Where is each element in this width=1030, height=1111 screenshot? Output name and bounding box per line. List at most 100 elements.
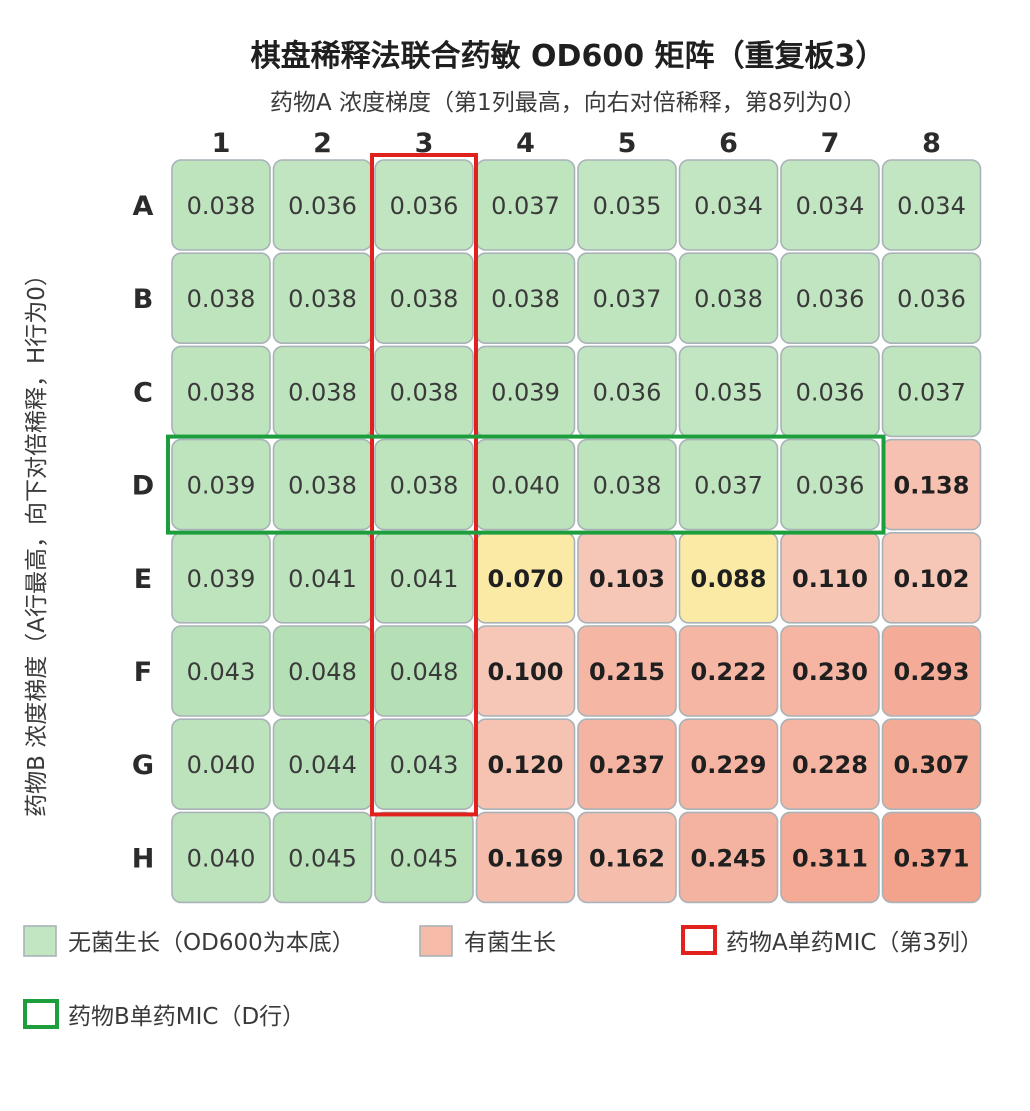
cell-value-H3: 0.045 bbox=[390, 844, 459, 872]
cell-value-F6: 0.222 bbox=[691, 658, 767, 686]
heatmap-cell-B7 bbox=[780, 252, 880, 344]
cell-value-F3: 0.048 bbox=[390, 658, 459, 686]
cell-value-B3: 0.038 bbox=[390, 285, 459, 313]
row-labels: A B C D E F G H bbox=[132, 191, 155, 874]
cell-value-G6: 0.229 bbox=[691, 751, 767, 779]
legend-outline bbox=[23, 999, 59, 1029]
heatmap-cell-G3 bbox=[374, 718, 474, 811]
column-label-3: 3 bbox=[415, 128, 434, 159]
cell-value-D2: 0.038 bbox=[288, 472, 357, 500]
cell-value-A8: 0.034 bbox=[897, 192, 966, 220]
cell-value-C1: 0.038 bbox=[187, 378, 256, 406]
cell-value-G4: 0.120 bbox=[488, 751, 564, 779]
mic-drug-a-outline bbox=[370, 153, 478, 817]
heatmap-cell-H5 bbox=[577, 811, 677, 904]
cell-value-F1: 0.043 bbox=[187, 658, 256, 686]
cell-value-H5: 0.162 bbox=[589, 844, 665, 872]
heatmap-cell-G7 bbox=[780, 718, 880, 811]
heatmap-cell-F6 bbox=[678, 625, 779, 717]
legend-label: 药物A单药MIC（第3列） bbox=[726, 930, 983, 956]
cell-value-C6: 0.035 bbox=[694, 378, 763, 406]
cell-value-B2: 0.038 bbox=[288, 285, 357, 313]
cell-value-A3: 0.036 bbox=[390, 192, 459, 220]
row-label-D: D bbox=[132, 471, 154, 502]
cell-value-C7: 0.036 bbox=[796, 378, 865, 406]
legend-item-4: 药物B单药MIC（D行） bbox=[23, 999, 305, 1030]
cell-value-H1: 0.040 bbox=[187, 844, 256, 872]
cell-value-D4: 0.040 bbox=[491, 472, 560, 500]
cell-value-D8: 0.138 bbox=[894, 472, 970, 500]
heatmap-cell-G1 bbox=[171, 718, 271, 811]
cell-value-B8: 0.036 bbox=[897, 285, 966, 313]
cell-value-D5: 0.038 bbox=[593, 472, 662, 500]
legend-item-3: 药物A单药MIC（第3列） bbox=[681, 925, 983, 956]
cell-value-B7: 0.036 bbox=[796, 285, 865, 313]
legend: 无菌生长（OD600为本底） 有菌生长 药物A单药MIC（第3列） 药物B单药MIC（… bbox=[23, 925, 983, 1030]
cell-value-G1: 0.040 bbox=[187, 751, 256, 779]
heatmap-cells: 0.038 0.036 0.036 0.037 0.035 0.034 0.034 0.034… bbox=[171, 159, 982, 904]
mic-drug-b-outline bbox=[166, 434, 886, 535]
heatmap-cell-A7 bbox=[780, 159, 880, 251]
mic-outlines bbox=[166, 153, 886, 817]
heatmap-cell-B1 bbox=[171, 252, 271, 344]
heatmap-cell-D6 bbox=[678, 438, 779, 531]
heatmap-cell-G8 bbox=[881, 718, 982, 811]
column-label-6: 6 bbox=[719, 128, 738, 159]
heatmap-cell-F5 bbox=[577, 625, 677, 717]
heatmap-cell-G6 bbox=[678, 718, 779, 811]
cell-value-F7: 0.230 bbox=[792, 658, 868, 686]
column-label-1: 1 bbox=[212, 128, 231, 159]
heatmap-cell-B3 bbox=[374, 252, 474, 344]
heatmap-cell-F3 bbox=[374, 625, 474, 717]
row-label-E: E bbox=[134, 564, 152, 595]
heatmap-cell-A5 bbox=[577, 159, 677, 251]
cell-value-C3: 0.038 bbox=[390, 378, 459, 406]
row-label-H: H bbox=[132, 843, 155, 874]
cell-value-H6: 0.245 bbox=[691, 844, 767, 872]
row-label-G: G bbox=[132, 750, 154, 781]
cell-value-G2: 0.044 bbox=[288, 751, 357, 779]
heatmap-cell-F8 bbox=[881, 625, 982, 717]
cell-value-G5: 0.237 bbox=[589, 751, 665, 779]
legend-item-2: 有菌生长 bbox=[419, 925, 556, 957]
cell-value-D1: 0.039 bbox=[187, 472, 256, 500]
heatmap-cell-H7 bbox=[780, 811, 880, 904]
row-label-B: B bbox=[133, 284, 154, 315]
row-label-F: F bbox=[134, 657, 152, 688]
cell-value-F5: 0.215 bbox=[589, 658, 665, 686]
cell-value-F2: 0.048 bbox=[288, 658, 357, 686]
cell-value-E2: 0.041 bbox=[288, 565, 357, 593]
legend-swatch bbox=[23, 925, 57, 957]
cell-value-G3: 0.043 bbox=[390, 751, 459, 779]
cell-value-B5: 0.037 bbox=[593, 285, 662, 313]
cell-value-A1: 0.038 bbox=[187, 192, 256, 220]
cell-value-C2: 0.038 bbox=[288, 378, 357, 406]
legend-item-1: 无菌生长（OD600为本底） bbox=[23, 925, 355, 957]
cell-value-E8: 0.102 bbox=[894, 565, 970, 593]
heatmap-cell-D1 bbox=[171, 438, 271, 531]
heatmap-cell-F1 bbox=[171, 625, 271, 717]
cell-value-C5: 0.036 bbox=[593, 378, 662, 406]
column-label-7: 7 bbox=[821, 128, 840, 159]
heatmap-cell-E8 bbox=[881, 531, 982, 624]
cell-value-H7: 0.311 bbox=[792, 844, 868, 872]
cell-value-A7: 0.034 bbox=[796, 192, 865, 220]
heatmap-cell-A8 bbox=[881, 159, 982, 251]
heatmap-cell-H8 bbox=[881, 811, 982, 904]
cell-value-A6: 0.034 bbox=[694, 192, 763, 220]
cell-value-A2: 0.036 bbox=[288, 192, 357, 220]
row-label-A: A bbox=[133, 191, 154, 222]
cell-value-D7: 0.036 bbox=[796, 472, 865, 500]
cell-value-H2: 0.045 bbox=[288, 844, 357, 872]
heatmap-cell-B5 bbox=[577, 252, 677, 344]
cell-value-E7: 0.110 bbox=[792, 565, 868, 593]
heatmap-cell-H4 bbox=[475, 811, 576, 904]
legend-swatch bbox=[419, 925, 453, 957]
cell-value-G8: 0.307 bbox=[894, 751, 970, 779]
legend-label: 有菌生长 bbox=[464, 930, 556, 956]
cell-value-H4: 0.169 bbox=[488, 844, 564, 872]
row-label-C: C bbox=[133, 377, 153, 408]
heatmap-cell-D5 bbox=[577, 438, 677, 531]
